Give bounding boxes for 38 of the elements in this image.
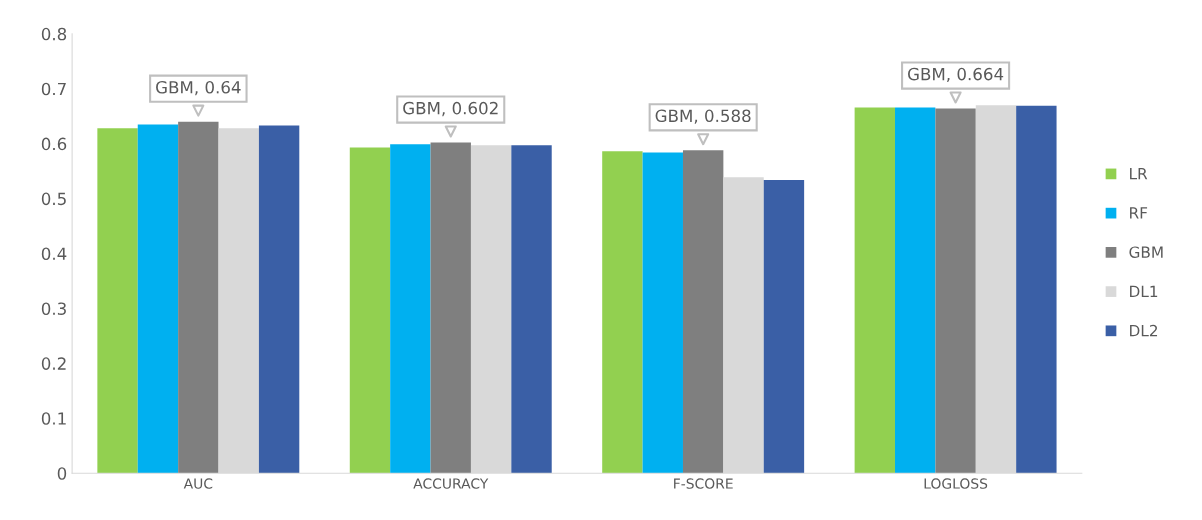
bar (895, 107, 936, 474)
bar (430, 142, 471, 474)
bar (854, 107, 896, 474)
data-label: GBM, 0.602 (403, 101, 498, 117)
x-tick-label: AUC (183, 478, 213, 489)
x-tick-label: F-SCORE (674, 478, 733, 489)
bar (602, 151, 643, 474)
data-label: GBM, 0.64 (156, 80, 241, 96)
bar (137, 124, 179, 474)
bar (258, 125, 300, 474)
y-tick-label: 0.2 (41, 357, 66, 370)
y-tick-label: 0.8 (41, 27, 67, 41)
bar (935, 108, 976, 474)
y-tick-label: 0.3 (41, 302, 66, 315)
legend-label: DL1 (1130, 285, 1158, 297)
bar (642, 152, 683, 474)
x-tick-label: ACCURACY (413, 478, 489, 489)
legend-label: LR (1130, 168, 1148, 180)
y-tick-label: 0 (57, 467, 67, 480)
bar (682, 150, 724, 474)
data-label: GBM, 0.588 (655, 109, 751, 124)
bar (178, 121, 219, 474)
y-tick-label: 0.6 (41, 137, 67, 151)
bar (511, 145, 552, 474)
legend-label: RF (1130, 207, 1148, 219)
data-label: GBM, 0.664 (908, 67, 1004, 83)
x-tick-label: LOGLOSS (924, 478, 988, 489)
bar (349, 147, 391, 474)
bar (390, 144, 431, 474)
bar (97, 128, 138, 474)
bar (763, 179, 805, 474)
y-tick-label: 0.5 (41, 192, 66, 206)
y-tick-label: 0.1 (41, 412, 66, 425)
y-tick-label: 0.7 (41, 82, 66, 96)
legend-label: GBM (1129, 246, 1163, 258)
legend-label: DL2 (1130, 324, 1158, 337)
bar (1016, 105, 1057, 474)
y-tick-label: 0.4 (41, 247, 67, 261)
